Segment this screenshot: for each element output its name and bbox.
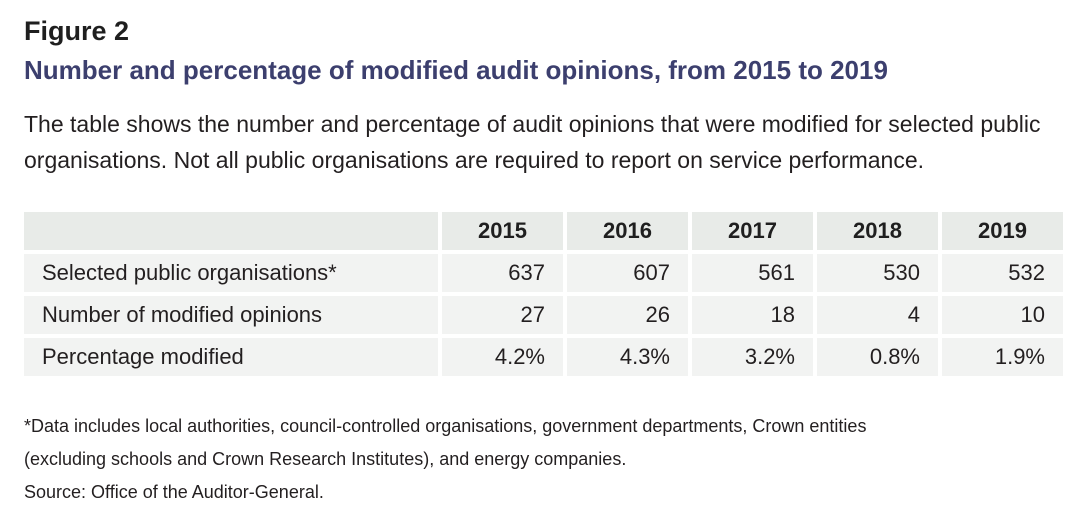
footnote-block: *Data includes local authorities, counci… (24, 410, 1064, 509)
header-year-2018: 2018 (817, 212, 938, 250)
footnote-line: (excluding schools and Crown Research In… (24, 449, 627, 469)
table-cell: 1.9% (942, 338, 1063, 376)
row-label: Number of modified opinions (24, 296, 438, 334)
table-cell: 3.2% (692, 338, 813, 376)
table-cell: 607 (567, 254, 688, 292)
table-row: Number of modified opinions 27 26 18 4 1… (24, 296, 1063, 334)
header-corner-cell (24, 212, 438, 250)
table-cell: 0.8% (817, 338, 938, 376)
header-year-2015: 2015 (442, 212, 563, 250)
table-cell: 4 (817, 296, 938, 334)
table-cell: 26 (567, 296, 688, 334)
header-year-2019: 2019 (942, 212, 1063, 250)
table-cell: 18 (692, 296, 813, 334)
table-cell: 530 (817, 254, 938, 292)
table-cell: 4.2% (442, 338, 563, 376)
table-row: Selected public organisations* 637 607 5… (24, 254, 1063, 292)
table-header-row: 2015 2016 2017 2018 2019 (24, 212, 1063, 250)
header-year-2017: 2017 (692, 212, 813, 250)
figure-label: Figure 2 (24, 16, 130, 46)
audit-opinions-table: 2015 2016 2017 2018 2019 Selected public… (20, 208, 1067, 380)
row-label: Selected public organisations* (24, 254, 438, 292)
header-year-2016: 2016 (567, 212, 688, 250)
source-note: Source: Office of the Auditor-General. (24, 482, 324, 502)
table-cell: 4.3% (567, 338, 688, 376)
table-row: Percentage modified 4.2% 4.3% 3.2% 0.8% … (24, 338, 1063, 376)
table-cell: 27 (442, 296, 563, 334)
table-cell: 561 (692, 254, 813, 292)
table-cell: 637 (442, 254, 563, 292)
row-label: Percentage modified (24, 338, 438, 376)
footnote-line: *Data includes local authorities, counci… (24, 416, 867, 436)
table-cell: 10 (942, 296, 1063, 334)
table-cell: 532 (942, 254, 1063, 292)
intro-paragraph: The table shows the number and percentag… (24, 111, 1041, 173)
figure-title: Number and percentage of modified audit … (24, 55, 888, 85)
